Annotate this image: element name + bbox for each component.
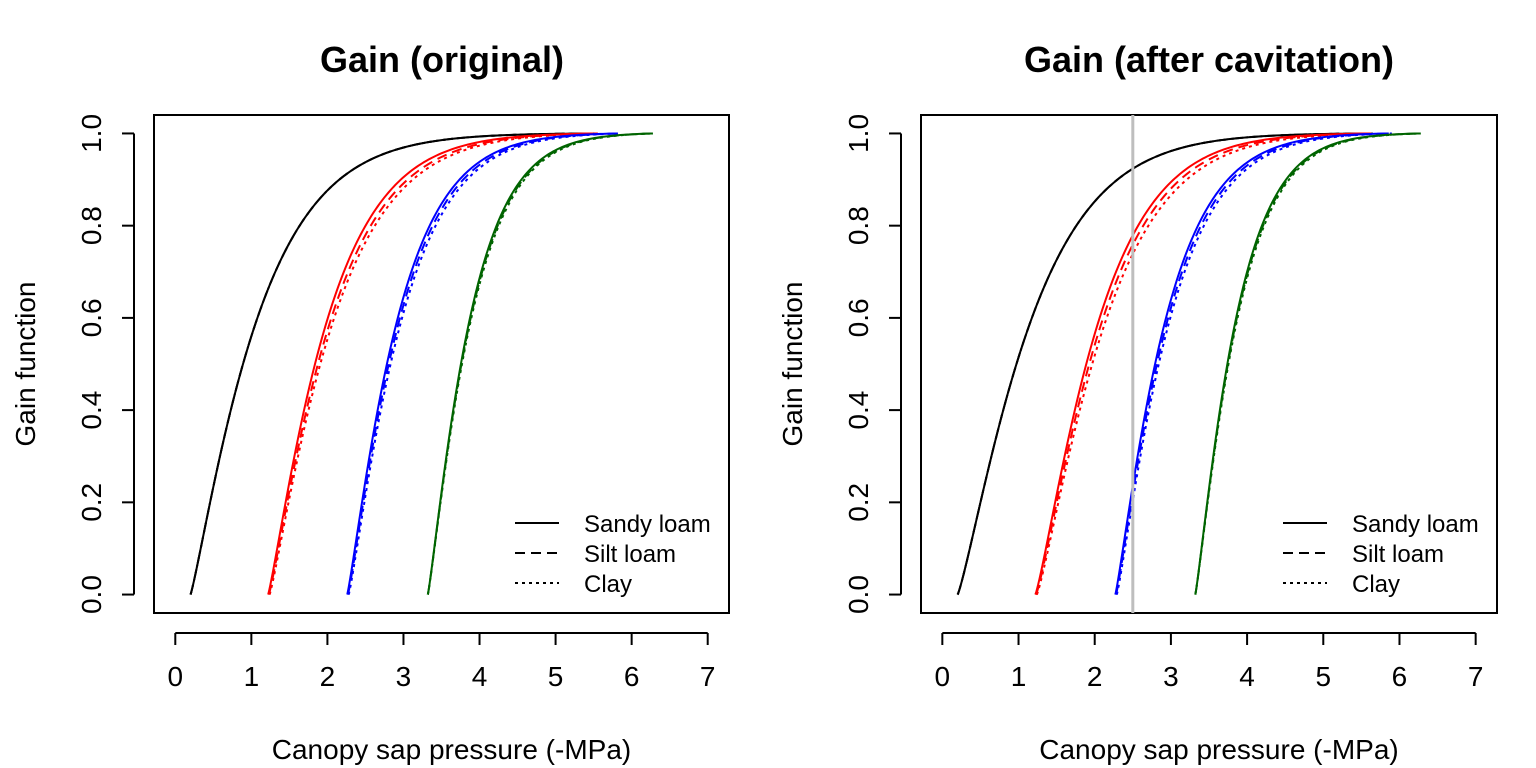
chart-1-legend-label: Silt loam xyxy=(1352,541,1444,568)
chart-1-x-axis-label: Canopy sap pressure (-MPa) xyxy=(1039,734,1398,765)
chart-1-y-tick-label: 0.2 xyxy=(843,483,874,522)
chart-0-series-7 xyxy=(346,132,618,595)
chart-0-series-group xyxy=(189,132,653,595)
chart-0-series-11 xyxy=(426,132,653,595)
chart-1-y-tick-label: 0.0 xyxy=(843,575,874,614)
chart-0-x-tick-label: 1 xyxy=(244,661,260,692)
chart-0-series-4 xyxy=(267,132,596,595)
chart-0-y-tick-label: 0.4 xyxy=(76,391,107,430)
chart-1-series-5 xyxy=(1035,132,1374,596)
chart-0-legend-label: Clay xyxy=(584,571,632,598)
chart-0-legend-label: Sandy loam xyxy=(584,511,711,538)
chart-0-panel: Gain (original) 0 1 2 3 4 5 6 7 0.0 0.2 0.4 0.6 0.8 1.… xyxy=(10,39,730,765)
chart-1-y-axis-label: Gain function xyxy=(777,282,808,447)
chart-1-legend-label: Clay xyxy=(1352,571,1400,598)
chart-1-y-tick-label: 1.0 xyxy=(843,114,874,153)
chart-1-plot-frame xyxy=(920,114,1498,614)
chart-1-y-tick-label: 0.4 xyxy=(843,391,874,430)
chart-0-series-6 xyxy=(346,132,617,595)
chart-0-x-tick-label: 5 xyxy=(548,661,564,692)
chart-1-x-tick-label: 6 xyxy=(1392,661,1408,692)
chart-0-x-tick-label: 7 xyxy=(700,661,716,692)
chart-1-series-3 xyxy=(1034,132,1370,596)
chart-1-y-tick-label: 0.8 xyxy=(843,206,874,245)
chart-0-y-tick-label: 0.6 xyxy=(76,298,107,337)
chart-0-y-tick-label: 0.2 xyxy=(76,483,107,522)
chart-1-series-1 xyxy=(956,132,1371,596)
chart-0-y-tick-label: 1.0 xyxy=(76,114,107,153)
chart-1-panel: Gain (after cavitation) 0 1 2 3 4 5 6 7 0.0 0.2 0.4… xyxy=(777,39,1498,765)
chart-0-x-tick-label: 6 xyxy=(624,661,640,692)
chart-1-x-tick-label: 7 xyxy=(1468,661,1484,692)
chart-1-x-tick-label: 1 xyxy=(1011,661,1027,692)
chart-0-series-3 xyxy=(267,132,594,595)
chart-1-series-4 xyxy=(1035,132,1372,596)
chart-0-series-1 xyxy=(189,132,596,595)
chart-0-x-axis-label: Canopy sap pressure (-MPa) xyxy=(272,734,631,765)
chart-1-title: Gain (after cavitation) xyxy=(1024,39,1394,80)
chart-1-x-tick-label: 2 xyxy=(1087,661,1103,692)
chart-1-series-6 xyxy=(1114,132,1389,595)
chart-0-y-tick-label: 0.8 xyxy=(76,206,107,245)
chart-0-x-tick-label: 4 xyxy=(472,661,488,692)
chart-1-y-tick-label: 0.6 xyxy=(843,298,874,337)
chart-0-legend-label: Silt loam xyxy=(584,541,676,568)
chart-1-x-tick-label: 4 xyxy=(1239,661,1255,692)
chart-1-x-tick-label: 0 xyxy=(935,661,951,692)
chart-0-plot-frame xyxy=(153,114,730,614)
chart-0-y-axis-label: Gain function xyxy=(10,282,41,447)
chart-0-series-5 xyxy=(268,132,599,595)
chart-1-legend-label: Sandy loam xyxy=(1352,511,1479,538)
chart-0-series-10 xyxy=(426,132,653,595)
chart-0-x-tick-label: 2 xyxy=(320,661,336,692)
chart-1-series-0 xyxy=(956,132,1370,596)
chart-0-y-tick-label: 0.0 xyxy=(76,575,107,614)
chart-0-x-tick-label: 0 xyxy=(168,661,184,692)
chart-1-series-7 xyxy=(1115,132,1391,595)
chart-0-series-2 xyxy=(189,132,598,595)
chart-0-legend: Sandy loam Silt loam Clay xyxy=(515,511,711,598)
chart-0-title: Gain (original) xyxy=(320,39,564,80)
chart-1-x-tick-label: 3 xyxy=(1163,661,1179,692)
chart-0-x-tick-label: 3 xyxy=(396,661,412,692)
chart-1-series-2 xyxy=(956,132,1373,596)
chart-0-series-8 xyxy=(347,132,620,595)
chart-1-legend: Sandy loam Silt loam Clay xyxy=(1283,511,1479,598)
chart-1-series-8 xyxy=(1115,132,1392,595)
chart-1-x-tick-label: 5 xyxy=(1315,661,1331,692)
